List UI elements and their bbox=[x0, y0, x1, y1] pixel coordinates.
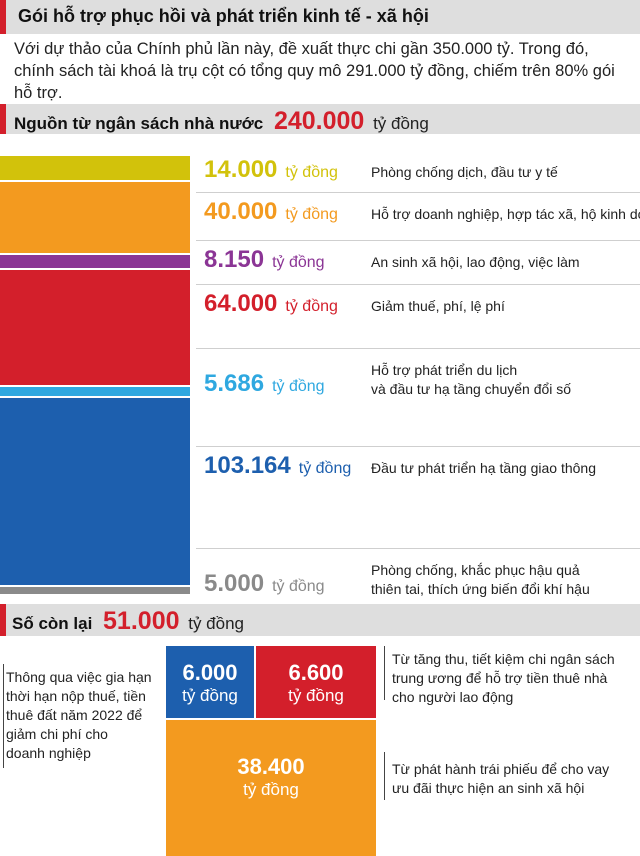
category-label: Đầu tư phát triển hạ tầng giao thông bbox=[371, 459, 596, 478]
value-unit: tỷ đồng bbox=[288, 686, 344, 705]
value-block-text: 6.600 tỷ đồng bbox=[256, 660, 376, 706]
intro-text: Với dự thảo của Chính phủ lần này, đề xu… bbox=[14, 40, 615, 102]
category-label-line: Từ phát hành trái phiếu để cho vay bbox=[392, 761, 610, 777]
value-block-text: 6.000 tỷ đồng bbox=[166, 660, 254, 706]
value-block: 38.400 tỷ đồng bbox=[166, 720, 376, 856]
value-label: 40.000 tỷ đồng bbox=[204, 198, 338, 225]
category-label-line: trung ương để hỗ trợ tiền thuê nhà bbox=[392, 670, 608, 686]
section1-unit: tỷ đồng bbox=[373, 114, 429, 133]
category-label-line: cho người lao động bbox=[392, 689, 514, 705]
chart-segment bbox=[0, 387, 190, 396]
chart-segment bbox=[0, 156, 190, 180]
category-label: Từ phát hành trái phiếu để cho vay ưu đãi… bbox=[392, 760, 636, 798]
category-label-line: ưu đãi thực hiện an sinh xã hội bbox=[392, 780, 585, 796]
category-label: Hỗ trợ phát triển du lịch và đầu tư hạ tầ… bbox=[371, 361, 571, 399]
section1-title: Nguồn từ ngân sách nhà nước 240.000 tỷ đ… bbox=[14, 107, 429, 136]
category-label-line: doanh nghiệp bbox=[6, 745, 91, 761]
category-label-line: An sinh xã hội, lao động, việc làm bbox=[371, 254, 580, 270]
category-label-line: Từ tăng thu, tiết kiệm chi ngân sách bbox=[392, 651, 615, 667]
category-label-line: Phòng chống, khắc phục hậu quả bbox=[371, 562, 580, 578]
category-label-line: Giảm thuế, phí, lệ phí bbox=[371, 298, 505, 314]
value-unit: tỷ đồng bbox=[272, 578, 325, 595]
value-label: 14.000 tỷ đồng bbox=[204, 156, 338, 183]
value-label: 6.000 bbox=[182, 660, 238, 685]
category-label-line: Phòng chống dịch, đầu tư y tế bbox=[371, 164, 558, 180]
category-label: Hỗ trợ doanh nghiệp, hợp tác xã, hộ kinh… bbox=[371, 205, 640, 224]
value-label: 6.600 bbox=[288, 660, 344, 685]
category-label: Phòng chống, khắc phục hậu quả thiên tai,… bbox=[371, 561, 590, 599]
category-label: Giảm thuế, phí, lệ phí bbox=[371, 297, 505, 316]
row-divider bbox=[196, 240, 640, 241]
page-title: Gói hỗ trợ phục hồi và phát triển kinh t… bbox=[18, 6, 429, 26]
category-label-line: Hỗ trợ phát triển du lịch bbox=[371, 362, 518, 378]
section1-band bbox=[0, 104, 640, 134]
section2-band bbox=[0, 604, 640, 636]
chart-segment bbox=[0, 181, 190, 253]
section2-title: Số còn lại 51.000 tỷ đồng bbox=[12, 607, 244, 636]
category-label-line: Thông qua việc gia hạn bbox=[6, 669, 152, 685]
connector-line bbox=[3, 664, 4, 768]
value-label: 8.150 tỷ đồng bbox=[204, 246, 325, 273]
value-label: 38.400 bbox=[237, 754, 305, 779]
category-label: Thông qua việc gia hạn thời hạn nộp thuế,… bbox=[6, 668, 162, 763]
value-unit: tỷ đồng bbox=[272, 254, 325, 271]
category-label-line: giảm chi phí cho bbox=[6, 726, 108, 742]
row-divider bbox=[196, 348, 640, 349]
section2-unit: tỷ đồng bbox=[188, 614, 244, 633]
value-label: 5.686 tỷ đồng bbox=[204, 370, 325, 397]
value-block-text: 38.400 tỷ đồng bbox=[166, 754, 376, 800]
value-unit: tỷ đồng bbox=[285, 164, 338, 181]
value-unit: tỷ đồng bbox=[298, 460, 352, 477]
category-label-line: Hỗ trợ doanh nghiệp, hợp tác xã, hộ kinh… bbox=[371, 206, 640, 222]
section1-amount: 240.000 bbox=[273, 107, 365, 135]
connector-line bbox=[384, 646, 385, 700]
value-label: 103.164 tỷ đồng bbox=[204, 452, 352, 479]
chart-segment bbox=[0, 255, 190, 268]
category-label-line: thuê đất năm 2022 để bbox=[6, 707, 143, 723]
row-divider bbox=[196, 192, 640, 193]
section1-accent bbox=[0, 104, 6, 134]
value-block: 6.000 tỷ đồng bbox=[166, 646, 254, 718]
row-divider bbox=[196, 446, 640, 447]
category-label: Phòng chống dịch, đầu tư y tế bbox=[371, 163, 558, 182]
value-unit: tỷ đồng bbox=[182, 686, 238, 705]
section2-accent bbox=[0, 604, 6, 636]
category-label-line: Đầu tư phát triển hạ tầng giao thông bbox=[371, 460, 596, 476]
header-band bbox=[0, 0, 640, 34]
header-accent bbox=[0, 0, 6, 34]
row-divider bbox=[196, 548, 640, 549]
value-unit: tỷ đồng bbox=[243, 780, 299, 799]
category-label-line: và đầu tư hạ tầng chuyển đổi số bbox=[371, 381, 572, 397]
connector-line bbox=[384, 752, 385, 800]
value-block: 6.600 tỷ đồng bbox=[256, 646, 376, 718]
value-unit: tỷ đồng bbox=[285, 298, 338, 315]
value-label: 64.000 tỷ đồng bbox=[204, 290, 338, 317]
row-divider bbox=[196, 284, 640, 285]
section1-label: Nguồn từ ngân sách nhà nước bbox=[14, 114, 264, 133]
chart-segment bbox=[0, 269, 190, 386]
value-unit: tỷ đồng bbox=[272, 378, 325, 395]
chart-segment bbox=[0, 397, 190, 585]
section2-amount: 51.000 bbox=[103, 607, 180, 635]
value-unit: tỷ đồng bbox=[285, 206, 338, 223]
category-label-line: thời hạn nộp thuế, tiền bbox=[6, 688, 146, 704]
category-label: An sinh xã hội, lao động, việc làm bbox=[371, 253, 580, 272]
value-label: 5.000 tỷ đồng bbox=[204, 570, 325, 597]
section2-label: Số còn lại bbox=[12, 614, 93, 633]
category-label: Từ tăng thu, tiết kiệm chi ngân sách trun… bbox=[392, 650, 636, 707]
chart-segment bbox=[0, 586, 190, 594]
category-label-line: thiên tai, thích ứng biến đổi khí hậu bbox=[371, 581, 590, 597]
